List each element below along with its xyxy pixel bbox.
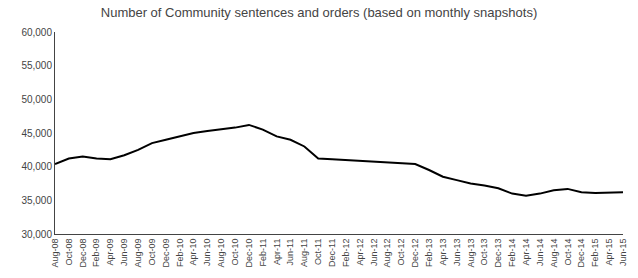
svg-text:Apr-15: Apr-15 [604,239,614,266]
svg-text:Feb-09: Feb-09 [91,239,101,268]
svg-text:Jun-09: Jun-09 [119,239,129,267]
svg-text:Oct-11: Oct-11 [313,239,323,265]
svg-text:Oct-10: Oct-10 [230,239,240,266]
svg-text:Apr-11: Apr-11 [272,239,282,265]
svg-text:Aug-09: Aug-09 [133,239,143,268]
svg-text:Feb-11: Feb-11 [258,239,268,267]
svg-text:Oct-14: Oct-14 [563,239,573,266]
svg-text:Apr-10: Apr-10 [188,239,198,266]
svg-text:Feb-14: Feb-14 [507,239,517,268]
svg-text:30,000: 30,000 [21,229,52,240]
svg-text:45,000: 45,000 [21,128,52,139]
svg-text:Aug-10: Aug-10 [216,239,226,268]
svg-text:Oct-12: Oct-12 [396,239,406,266]
svg-text:40,000: 40,000 [21,161,52,172]
svg-text:Jun-12: Jun-12 [369,239,379,267]
svg-text:Aug-08: Aug-08 [50,239,60,268]
svg-text:60,000: 60,000 [21,27,52,38]
svg-text:Jun-13: Jun-13 [452,239,462,267]
svg-text:Jun-15: Jun-15 [618,239,628,267]
svg-text:Jun-14: Jun-14 [535,239,545,267]
svg-text:Apr-09: Apr-09 [105,239,115,266]
svg-text:Oct-13: Oct-13 [479,239,489,266]
svg-text:Dec-14: Dec-14 [576,239,586,268]
svg-text:Dec-11: Dec-11 [327,239,337,267]
svg-text:Dec-10: Dec-10 [244,239,254,268]
svg-text:Dec-09: Dec-09 [161,239,171,268]
svg-text:50,000: 50,000 [21,94,52,105]
svg-text:Apr-12: Apr-12 [355,239,365,266]
svg-text:Number of Community sentences: Number of Community sentences and orders… [101,5,537,20]
svg-text:Feb-13: Feb-13 [424,239,434,268]
svg-text:Aug-11: Aug-11 [299,239,309,267]
svg-text:Jun-11: Jun-11 [285,239,295,266]
svg-text:Apr-14: Apr-14 [521,239,531,266]
svg-text:Aug-13: Aug-13 [466,239,476,268]
svg-text:55,000: 55,000 [21,60,52,71]
svg-text:Jun-10: Jun-10 [202,239,212,267]
svg-text:Feb-12: Feb-12 [341,239,351,268]
svg-text:Dec-08: Dec-08 [78,239,88,268]
svg-text:Dec-12: Dec-12 [410,239,420,268]
svg-text:Feb-10: Feb-10 [175,239,185,268]
svg-text:Oct-09: Oct-09 [147,239,157,266]
svg-text:Oct-08: Oct-08 [64,239,74,266]
svg-text:Apr-13: Apr-13 [438,239,448,266]
svg-text:Feb-15: Feb-15 [590,239,600,268]
svg-text:Aug-12: Aug-12 [382,239,392,268]
svg-text:35,000: 35,000 [21,195,52,206]
svg-text:Dec-13: Dec-13 [493,239,503,268]
svg-text:Aug-14: Aug-14 [549,239,559,268]
